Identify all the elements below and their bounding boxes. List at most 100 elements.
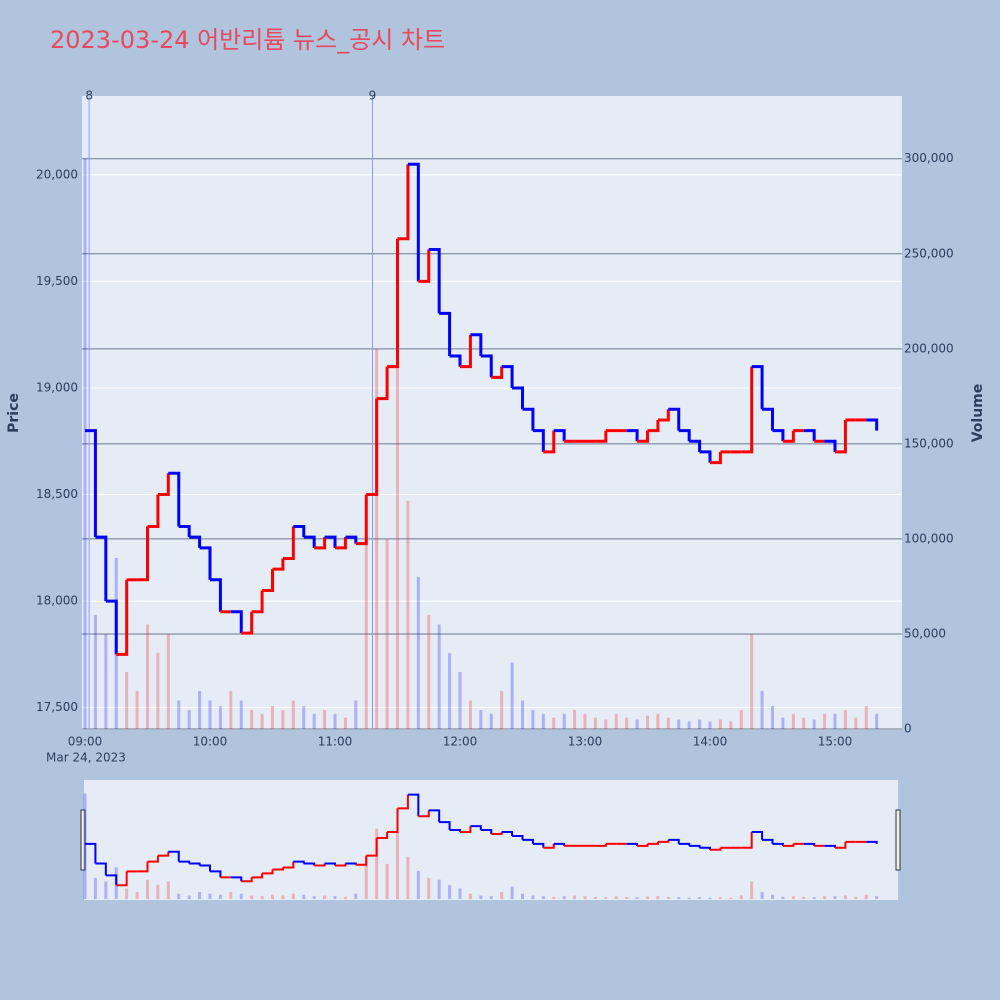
slider-volume-bar xyxy=(323,895,327,899)
price-candle xyxy=(678,429,691,442)
y2-axis-title: Volume xyxy=(970,384,986,443)
volume-bar xyxy=(635,719,639,729)
slider-volume-bar xyxy=(833,896,837,899)
slider-price xyxy=(366,837,378,857)
volume-bar xyxy=(698,719,702,729)
annotation: 8 xyxy=(85,89,93,103)
slider-price xyxy=(147,855,159,863)
slider-price xyxy=(835,841,847,849)
volume-bar xyxy=(396,367,399,729)
slider-volume-bar xyxy=(666,896,670,899)
volume-bar xyxy=(729,721,733,729)
y2-tick-label: 100,000 xyxy=(904,531,954,545)
range-slider[interactable] xyxy=(84,780,898,900)
range-handle[interactable] xyxy=(80,809,86,871)
price-candle xyxy=(689,439,702,452)
price-candle xyxy=(491,366,504,379)
volume-bar xyxy=(802,717,806,729)
volume-bar xyxy=(760,690,764,729)
volume-bar xyxy=(437,624,441,729)
price-candle xyxy=(470,333,483,357)
volume-bar xyxy=(468,700,472,729)
price-candle xyxy=(647,419,660,433)
price-candle xyxy=(699,450,712,463)
price-candle xyxy=(157,473,170,497)
slider-volume-bar xyxy=(552,896,556,899)
slider-price xyxy=(85,842,97,864)
y2-tick-label: 50,000 xyxy=(904,626,946,640)
volume-bar xyxy=(604,719,608,729)
price-candle xyxy=(366,398,379,497)
slider-volume-bar xyxy=(760,891,764,899)
volume-bar xyxy=(833,713,837,729)
y-axis-title: Price xyxy=(6,393,22,433)
slider-price xyxy=(105,874,118,886)
slider-volume-bar xyxy=(718,897,722,899)
price-candle xyxy=(397,164,410,241)
volume-bar xyxy=(458,671,462,729)
price-candle xyxy=(626,429,639,442)
volume-bar xyxy=(83,158,87,729)
price-candle xyxy=(272,558,285,571)
slider-volume-bar xyxy=(448,884,452,899)
volume-bar xyxy=(625,717,629,729)
x-tick-label: 11:00 xyxy=(318,735,353,749)
slider-price xyxy=(262,869,274,875)
volume-bar xyxy=(166,633,170,729)
price-candle xyxy=(241,611,254,635)
price-candle xyxy=(85,429,97,538)
slider-volume-bar xyxy=(812,897,816,899)
price-candle xyxy=(512,386,524,410)
slider-volume-bar xyxy=(187,895,191,899)
volume-bar xyxy=(239,700,243,729)
price-candle xyxy=(543,430,556,454)
slider-price xyxy=(522,838,534,844)
volume-bar xyxy=(271,706,274,729)
slider-price xyxy=(251,873,264,879)
slider-volume-bar xyxy=(250,895,254,899)
price-candle xyxy=(355,494,368,546)
slider-volume-bar xyxy=(458,888,462,899)
volume-bar xyxy=(156,652,160,729)
slider-volume-bar xyxy=(823,896,827,899)
volume-bar xyxy=(416,576,420,729)
volume-bar xyxy=(354,700,358,729)
price-candle xyxy=(657,409,670,422)
price-candle xyxy=(210,578,222,612)
slider-volume-bar xyxy=(656,896,660,899)
price-candle xyxy=(314,537,327,550)
slider-price xyxy=(230,876,243,882)
slider-volume-bar xyxy=(562,896,566,899)
price-candle xyxy=(710,451,722,465)
slider-volume-bar xyxy=(489,896,493,899)
y-tick-label: 19,000 xyxy=(36,380,78,394)
price-candle xyxy=(324,535,337,548)
volume-bar xyxy=(364,500,368,729)
volume-bar xyxy=(104,633,108,729)
price-candle xyxy=(168,471,181,527)
volume-bar xyxy=(593,717,597,729)
slider-volume-bar xyxy=(802,896,806,899)
range-handle[interactable] xyxy=(895,809,901,871)
slider-volume-bar xyxy=(166,881,170,899)
volume-bar xyxy=(646,715,649,729)
volume-bar xyxy=(448,652,452,729)
volume-bar xyxy=(656,713,660,729)
volume-bar xyxy=(500,690,504,729)
price-candle xyxy=(199,546,212,580)
slider-price xyxy=(460,826,472,834)
slider-volume-bar xyxy=(271,894,274,899)
slider-price xyxy=(762,838,774,844)
slider-price xyxy=(168,850,180,862)
slider-price xyxy=(210,870,222,878)
y-tick-label: 19,500 xyxy=(36,274,78,288)
slider-volume-bar xyxy=(479,895,483,899)
price-candle xyxy=(449,354,462,367)
slider-price xyxy=(741,832,753,849)
slider-volume-bar xyxy=(614,896,618,899)
volume-bar xyxy=(177,700,181,729)
volume-bar xyxy=(146,624,149,729)
slider-volume-bar xyxy=(531,895,535,899)
price-candle xyxy=(439,311,452,357)
price-candle xyxy=(116,579,129,656)
